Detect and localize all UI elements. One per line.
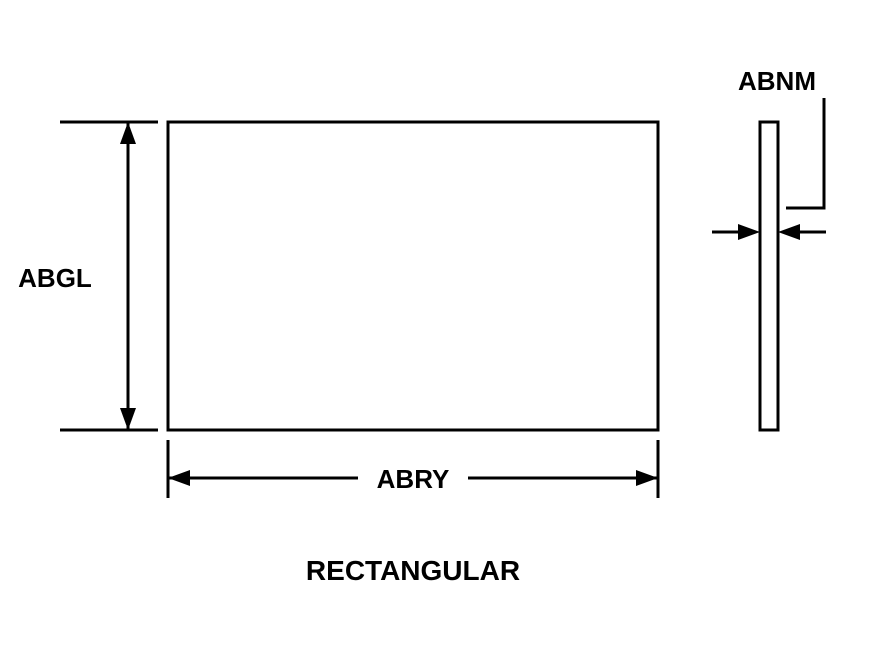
arrowhead [636,470,658,486]
leader-line [786,98,824,208]
front-view-rect [168,122,658,430]
label-height: ABGL [18,263,92,293]
label-width: ABRY [377,464,450,494]
arrowhead [778,224,800,240]
diagram-title: RECTANGULAR [306,555,520,586]
side-view-rect [760,122,778,430]
arrowhead [120,408,136,430]
arrowhead [738,224,760,240]
arrowhead [168,470,190,486]
arrowhead [120,122,136,144]
dimension-diagram: ABGL ABRY ABNM RECTANGULAR [0,0,870,660]
label-thickness: ABNM [738,66,816,96]
